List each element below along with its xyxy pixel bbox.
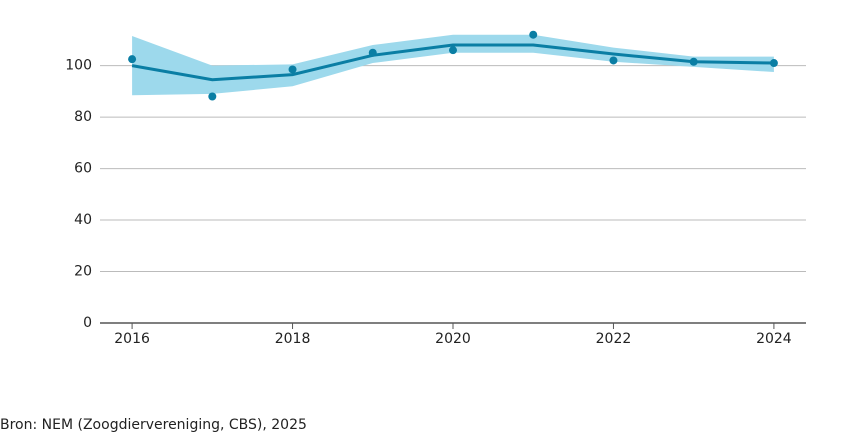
x-tick-label: 2018	[275, 331, 311, 347]
x-tick-label: 2020	[435, 331, 471, 347]
data-point	[529, 30, 538, 39]
source-note: Bron: NEM (Zoogdiervereniging, CBS), 202…	[0, 417, 307, 433]
data-point	[449, 46, 457, 55]
y-tick-label: 60	[74, 161, 92, 177]
x-tick-label: 2024	[756, 331, 792, 347]
data-point	[609, 56, 618, 65]
y-tick-label: 80	[74, 109, 92, 125]
data-point	[208, 92, 217, 101]
y-tick-label: 20	[74, 264, 92, 280]
y-tick-label: 100	[65, 58, 92, 74]
trend-line	[131, 43, 774, 82]
y-tick-label: 40	[74, 212, 92, 228]
data-point	[769, 59, 778, 68]
x-tick-label: 2016	[114, 331, 150, 347]
data-point	[689, 57, 698, 66]
confidence-band	[132, 34, 774, 96]
data-point	[128, 55, 137, 64]
data-point	[288, 65, 297, 74]
y-tick-label: 0	[83, 315, 92, 331]
data-point	[368, 48, 377, 57]
x-tick-label: 2022	[596, 331, 632, 347]
